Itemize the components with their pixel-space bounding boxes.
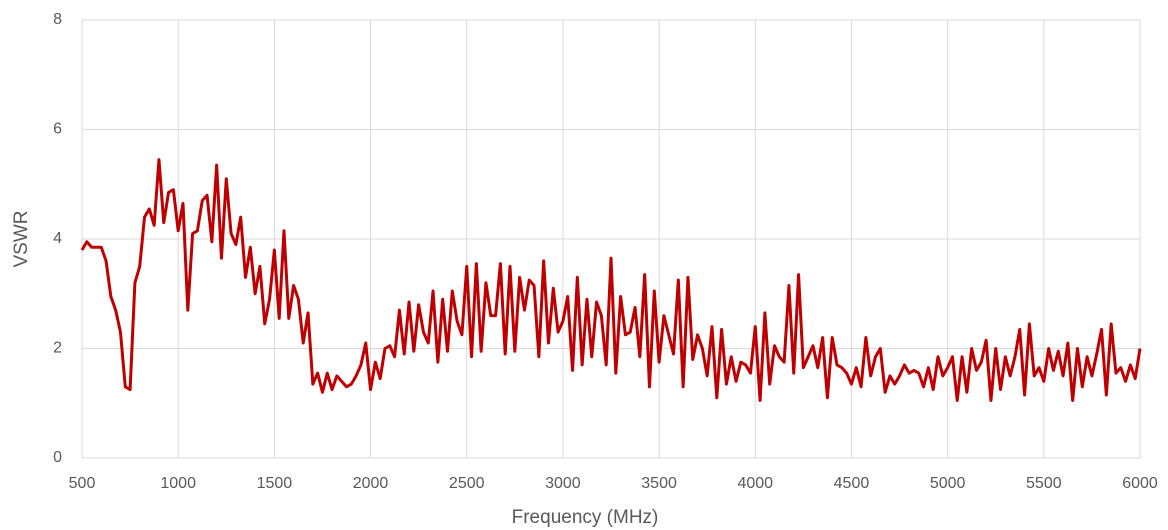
x-axis-title: Frequency (MHz)	[512, 507, 659, 528]
y-tick-label: 4	[53, 230, 62, 247]
x-tick-label: 5000	[930, 475, 966, 492]
x-tick-label: 2000	[353, 475, 389, 492]
y-tick-label: 6	[53, 121, 62, 138]
x-tick-label: 1000	[160, 475, 196, 492]
data-line	[80, 158, 1142, 403]
y-tick-label: 2	[53, 340, 62, 357]
y-tick-label: 8	[53, 11, 62, 28]
x-tick-label: 500	[69, 475, 96, 492]
y-axis-title: VSWR	[11, 211, 32, 268]
x-tick-label: 3500	[641, 475, 677, 492]
x-tick-label: 1500	[257, 475, 293, 492]
x-tick-label: 2500	[449, 475, 485, 492]
x-tick-label: 3000	[545, 475, 581, 492]
x-tick-label: 5500	[1026, 475, 1062, 492]
x-tick-label: 4000	[737, 475, 773, 492]
y-tick-label: 0	[53, 449, 62, 466]
x-tick-label: 6000	[1122, 475, 1158, 492]
x-tick-label: 4500	[834, 475, 870, 492]
